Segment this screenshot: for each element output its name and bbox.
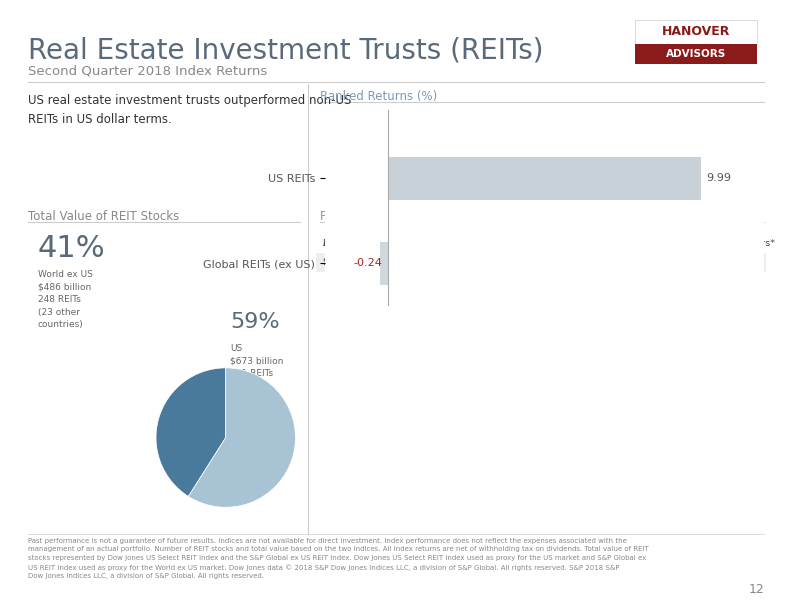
Text: 1.23: 1.23 — [604, 239, 626, 248]
Text: 8.29: 8.29 — [695, 239, 717, 248]
Text: Second Quarter 2018 Index Returns: Second Quarter 2018 Index Returns — [28, 64, 267, 77]
Text: 9.99: 9.99 — [706, 173, 731, 183]
Text: 7.63: 7.63 — [741, 239, 763, 248]
FancyBboxPatch shape — [316, 234, 766, 253]
Text: US real estate investment trusts outperformed non-US
REITs in US dollar terms.: US real estate investment trusts outperf… — [28, 94, 352, 126]
Text: 7.71: 7.71 — [649, 239, 671, 248]
Text: -0.24: -0.24 — [354, 258, 383, 269]
Text: Real Estate Investment Trusts (REITs): Real Estate Investment Trusts (REITs) — [28, 37, 543, 65]
Text: Dow Jones US Select REIT Index: Dow Jones US Select REIT Index — [323, 239, 474, 248]
Text: 41%: 41% — [38, 234, 105, 263]
Text: 7.17: 7.17 — [604, 258, 626, 267]
Text: Past performance is not a guarantee of future results. Indices are not available: Past performance is not a guarantee of f… — [28, 538, 649, 579]
Text: 4.02: 4.02 — [649, 258, 671, 267]
Text: Ranked Returns (%): Ranked Returns (%) — [320, 90, 437, 103]
FancyBboxPatch shape — [316, 253, 766, 272]
Text: 1 Year: 1 Year — [600, 239, 630, 248]
Text: 3 Years*: 3 Years* — [641, 239, 680, 248]
Text: -0.24: -0.24 — [556, 258, 581, 267]
FancyBboxPatch shape — [635, 44, 757, 64]
Text: QTR: QTR — [558, 239, 578, 248]
Text: 12: 12 — [748, 583, 764, 596]
Text: Period Returns (%): Period Returns (%) — [320, 210, 430, 223]
FancyBboxPatch shape — [635, 20, 757, 44]
FancyBboxPatch shape — [316, 234, 766, 253]
Bar — [380, 242, 387, 285]
Text: 9.99: 9.99 — [558, 239, 578, 248]
Text: 5.49: 5.49 — [695, 258, 717, 267]
Text: * Annualized: * Annualized — [700, 210, 762, 220]
Text: 3.83: 3.83 — [741, 258, 763, 267]
Text: 10 Years*: 10 Years* — [729, 239, 775, 248]
Text: 59%: 59% — [230, 312, 280, 332]
Text: 5 Years*: 5 Years* — [687, 239, 725, 248]
Text: World ex US
$486 billion
248 REITs
(23 other
countries): World ex US $486 billion 248 REITs (23 o… — [38, 270, 93, 329]
Text: HANOVER: HANOVER — [662, 25, 730, 39]
Text: S&P Global ex US REIT Index (net div.): S&P Global ex US REIT Index (net div.) — [323, 258, 505, 267]
Wedge shape — [156, 368, 226, 496]
Text: Total Value of REIT Stocks: Total Value of REIT Stocks — [28, 210, 179, 223]
Wedge shape — [188, 368, 295, 507]
Text: ADVISORS: ADVISORS — [666, 50, 726, 59]
Bar — [387, 157, 701, 200]
Text: US
$673 billion
101 REITs: US $673 billion 101 REITs — [230, 344, 284, 378]
Text: Asset Class: Asset Class — [323, 239, 377, 248]
